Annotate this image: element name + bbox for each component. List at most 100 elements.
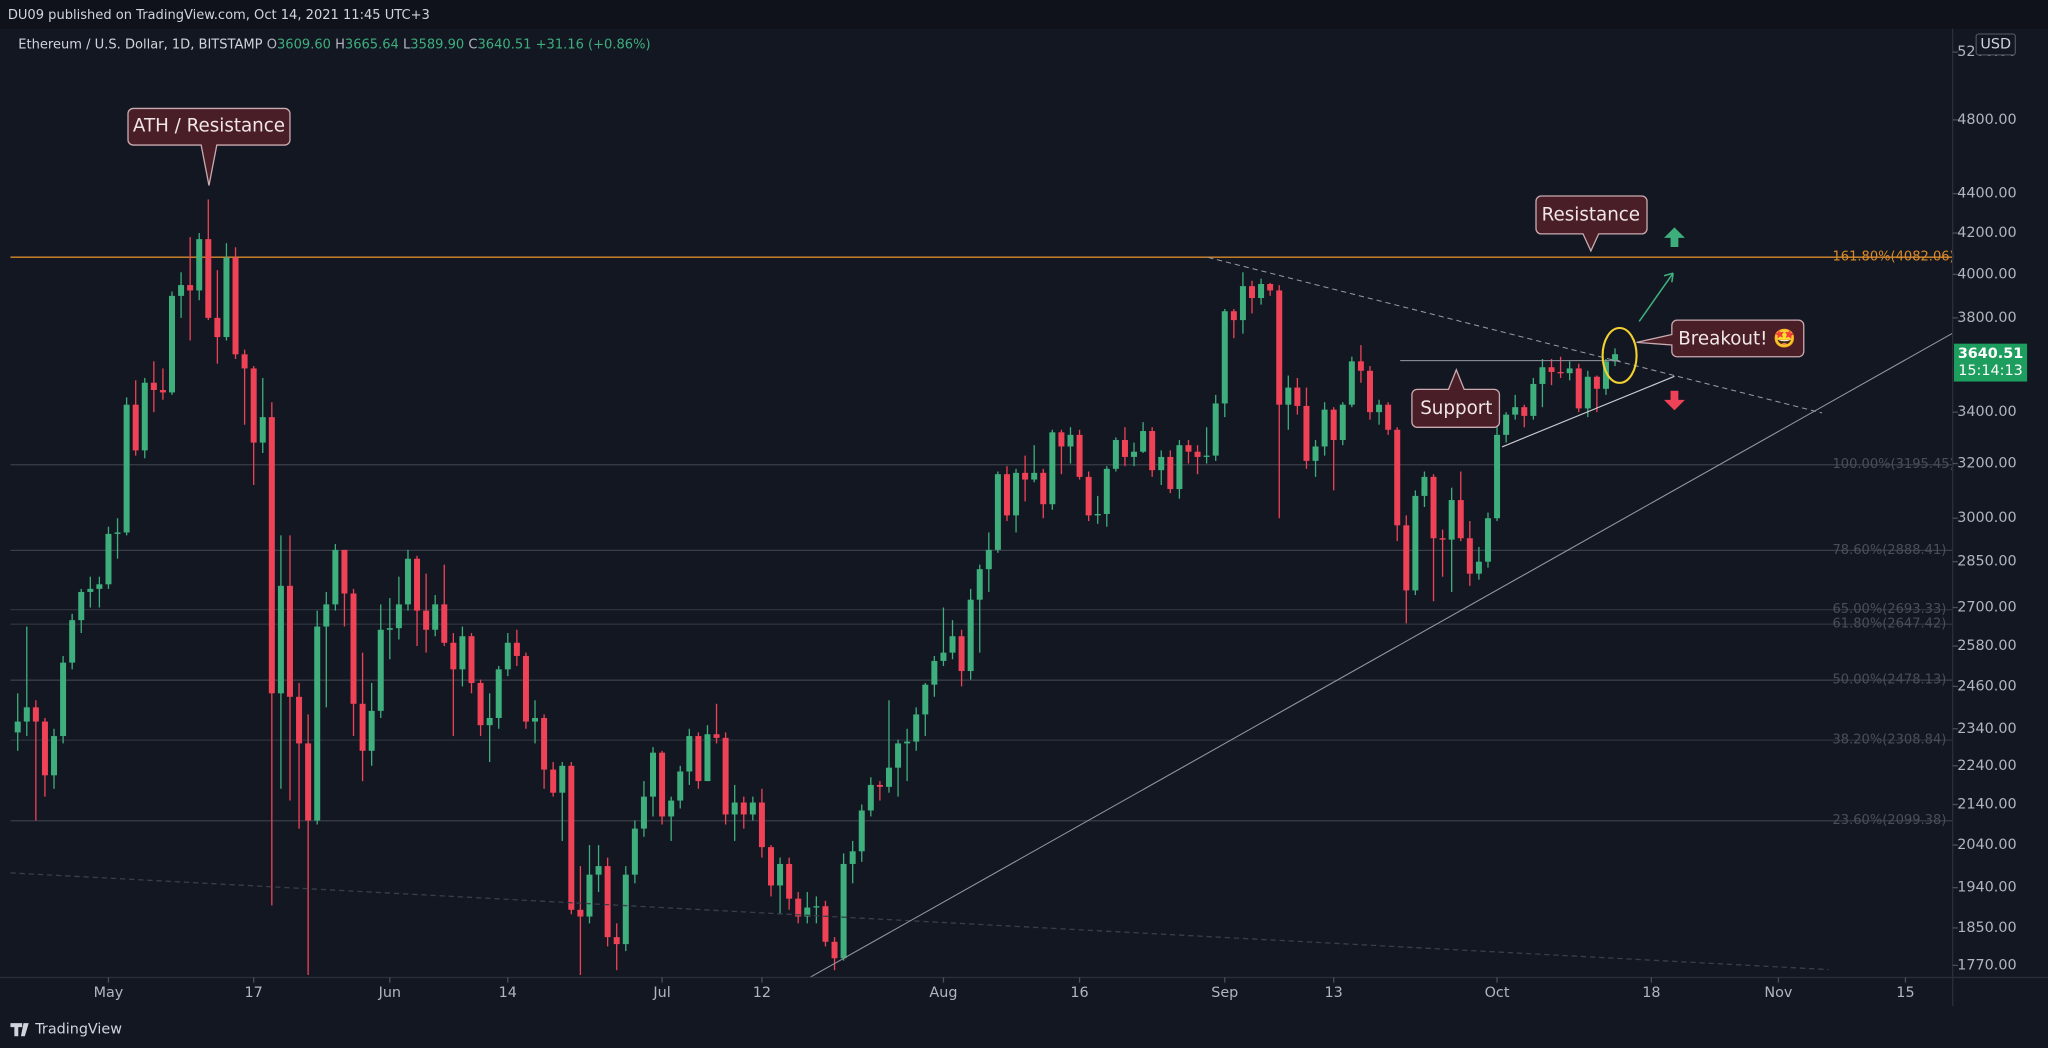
y-tick-label: 3400.00: [1957, 404, 2016, 420]
candle-body: [51, 736, 58, 776]
y-tick-label: 1940.00: [1957, 880, 2016, 896]
y-tick-label: 4200.00: [1957, 225, 2016, 241]
candle-body: [305, 743, 312, 821]
candle-body: [1085, 476, 1092, 516]
candle-body: [749, 802, 756, 815]
x-tick-label: 18: [1642, 985, 1660, 1001]
candle-body: [659, 752, 666, 817]
fib-label: 23.60%(2099.38): [1832, 813, 1946, 828]
candle-body: [1403, 525, 1410, 591]
candle-body: [277, 585, 284, 694]
candle-body: [105, 533, 112, 585]
y-tick-label: 2040.00: [1957, 837, 2016, 853]
brand-logo: [10, 1023, 29, 1037]
candle-body: [904, 741, 911, 744]
candle-body: [1521, 407, 1528, 416]
candle-body: [804, 907, 811, 917]
candle-body: [459, 636, 466, 670]
countdown: 15:14:13: [1958, 363, 2022, 379]
candle-body: [704, 734, 711, 782]
legend-value: 3640.51: [478, 37, 532, 52]
y-tick-label: 2460.00: [1957, 678, 2016, 694]
candle-body: [1167, 456, 1174, 490]
y-tick-label: 3200.00: [1957, 456, 2016, 472]
candle-body: [1003, 474, 1010, 516]
trendline: [10, 872, 1829, 971]
callout-box: [1411, 368, 1501, 428]
candle-body: [1230, 311, 1237, 321]
candle-body: [441, 604, 448, 643]
x-tick-label: May: [94, 985, 124, 1001]
callout-text: Breakout! 🤩: [1678, 329, 1796, 350]
arrow: [1638, 272, 1674, 322]
candle-body: [241, 354, 248, 369]
candle-body: [1457, 500, 1464, 539]
candle-body: [677, 771, 684, 801]
candle-body: [196, 239, 203, 291]
currency-badge: [1975, 33, 2016, 56]
candle-body: [341, 549, 348, 594]
candle-body: [913, 714, 920, 742]
y-tick-label: 2140.00: [1957, 797, 2016, 813]
candle-body: [786, 863, 793, 899]
candle-body: [631, 828, 638, 875]
currency: USD: [1980, 36, 2011, 52]
last-price: 3640.51: [1958, 346, 2023, 362]
candle-body: [1140, 431, 1147, 452]
symbol: Ethereum / U.S. Dollar, 1D, BITSTAMP: [18, 37, 262, 52]
x-tick-label: 15: [1896, 985, 1914, 1001]
candle-body: [223, 257, 230, 338]
fib-label: 50.00%(2478.13): [1832, 673, 1946, 688]
candle-body: [368, 710, 375, 751]
candle-body: [994, 474, 1001, 550]
trendline: [1208, 256, 1823, 414]
legend-key: O: [267, 37, 277, 52]
x-tick-label: 16: [1070, 985, 1088, 1001]
callout-text: ATH / Resistance: [133, 116, 285, 137]
candle-body: [1194, 451, 1201, 457]
candle-body: [1221, 311, 1228, 404]
top-bar: [0, 0, 2048, 29]
candle-body: [695, 736, 702, 782]
candle-body: [1512, 407, 1519, 415]
candle-body: [722, 737, 729, 815]
y-tick-label: 2340.00: [1957, 721, 2016, 737]
candle-body: [1376, 404, 1383, 413]
candle-body: [359, 703, 366, 751]
candle-body: [232, 257, 239, 355]
candle-body: [1366, 370, 1373, 413]
trendline: [1501, 375, 1675, 448]
candle-body: [876, 784, 883, 787]
candle-body: [1131, 451, 1138, 457]
candle-body: [1022, 472, 1029, 480]
candle-body: [713, 734, 720, 738]
candle-body: [1385, 404, 1392, 430]
fib-label: 161.80%(4082.06): [1832, 250, 1954, 265]
candle-body: [650, 752, 657, 797]
x-tick-label: Oct: [1485, 985, 1510, 1001]
candle-body: [1330, 409, 1337, 441]
y-tick-label: 2240.00: [1957, 758, 2016, 774]
candle-body: [1421, 476, 1428, 496]
y-tick-label: 4800.00: [1957, 112, 2016, 128]
x-tick-label: 17: [245, 985, 263, 1001]
candle-body: [1112, 440, 1119, 469]
candle-body: [1394, 429, 1401, 526]
candle-body: [559, 765, 566, 793]
candle-body: [1031, 472, 1038, 480]
candle-body: [386, 628, 393, 630]
candle-body: [1566, 368, 1573, 374]
candle-body: [1494, 434, 1501, 519]
candle-body: [1058, 432, 1065, 447]
candle-body: [795, 898, 802, 917]
candle-body: [1103, 468, 1110, 514]
candle-body: [1466, 538, 1473, 574]
candle-body: [1575, 368, 1582, 409]
candle-body: [586, 874, 593, 917]
candle-body: [1013, 472, 1020, 516]
candle-body: [1439, 538, 1446, 540]
legend-key: L: [403, 37, 411, 52]
candle-body: [604, 866, 611, 938]
candle-body: [1203, 455, 1210, 457]
candle-body: [931, 660, 938, 685]
